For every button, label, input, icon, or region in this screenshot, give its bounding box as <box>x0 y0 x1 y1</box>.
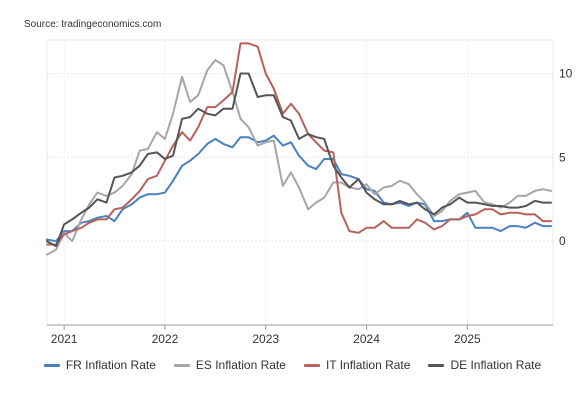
series-line-de-inflation-rate <box>46 72 552 248</box>
legend-swatch <box>173 363 190 367</box>
y-tick-label: 10 <box>559 67 573 81</box>
y-tick-label: 5 <box>559 150 566 164</box>
tick-labels: 0 5 10 2021 2022 2023 2024 2025 <box>51 67 573 346</box>
x-tick-label: 2024 <box>353 332 380 346</box>
plot-border <box>46 39 554 326</box>
x-tick-label: 2021 <box>51 332 78 346</box>
y-tick-label: 0 <box>559 234 566 248</box>
legend-item-de-inflation-rate[interactable]: DE Inflation Rate <box>428 358 541 372</box>
legend-swatch <box>428 363 445 367</box>
series-line-it-inflation-rate <box>46 42 552 246</box>
legend-swatch <box>303 363 320 367</box>
source-caption: Source: tradingeconomics.com <box>24 19 162 30</box>
grid-lines <box>46 39 554 326</box>
legend-label: FR Inflation Rate <box>65 358 156 372</box>
series-lines <box>46 42 552 256</box>
legend-label: DE Inflation Rate <box>450 358 542 372</box>
legend-swatch <box>43 363 60 367</box>
series-line-es-inflation-rate <box>46 59 552 256</box>
legend-item-fr-inflation-rate[interactable]: FR Inflation Rate <box>43 358 156 372</box>
legend-item-es-inflation-rate[interactable]: ES Inflation Rate <box>173 358 286 372</box>
legend-label: ES Inflation Rate <box>195 358 286 372</box>
legend-item-it-inflation-rate[interactable]: IT Inflation Rate <box>303 358 411 372</box>
series-line-fr-inflation-rate <box>46 134 552 243</box>
chart-legend: FR Inflation Rate ES Inflation Rate IT Inf… <box>0 358 585 372</box>
x-tick-label: 2023 <box>252 332 279 346</box>
x-tick-label: 2025 <box>454 332 481 346</box>
legend-label: IT Inflation Rate <box>325 358 411 372</box>
axes <box>47 324 553 330</box>
x-tick-label: 2022 <box>152 332 179 346</box>
